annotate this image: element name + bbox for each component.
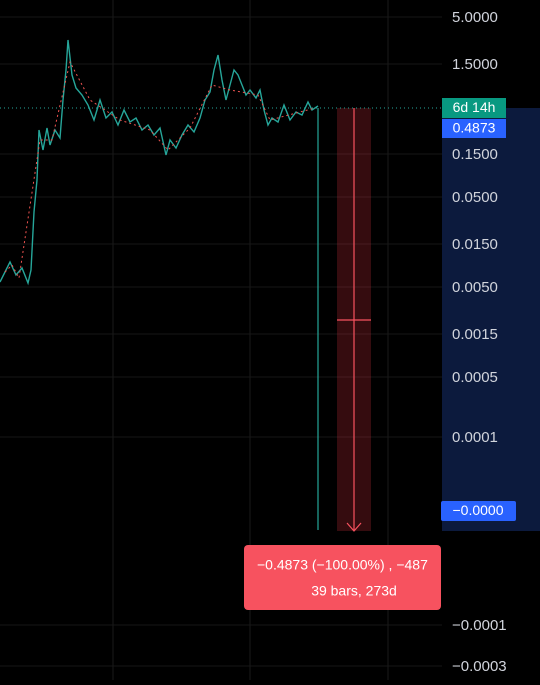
measure-arrow-head <box>346 522 362 532</box>
price-label: 0.0150 <box>452 236 498 253</box>
price-label: 0.0001 <box>452 429 498 446</box>
price-label: 0.0500 <box>452 189 498 206</box>
price-range-highlight <box>442 108 540 531</box>
tooltip-change: −0.4873 (−100.00%) , −487 <box>257 557 428 573</box>
price-label: 0.0005 <box>452 369 498 386</box>
price-label: 1.5000 <box>452 56 498 73</box>
price-label: 0.0050 <box>452 279 498 296</box>
price-label: −0.0001 <box>452 617 507 634</box>
tooltip-duration: 39 bars, 273d <box>311 583 397 599</box>
cursor-price-badge <box>441 501 516 521</box>
last-price-badge <box>442 119 506 138</box>
cursor-price-text: −0.0000 <box>453 502 504 518</box>
price-label: 0.0015 <box>452 326 498 343</box>
countdown-badge <box>442 98 506 118</box>
price-label: 0.1500 <box>452 146 498 163</box>
price-history <box>0 39 319 286</box>
grid <box>0 0 442 680</box>
last-price-text: 0.4873 <box>453 120 496 136</box>
tooltip-box <box>244 545 441 610</box>
measure-tooltip: −0.4873 (−100.00%) , −487 39 bars, 273d <box>244 545 441 610</box>
price-label: −0.0003 <box>452 658 507 675</box>
price-label: 5.0000 <box>452 9 498 26</box>
countdown-text: 6d 14h <box>453 99 496 115</box>
price-history-down <box>4 60 316 280</box>
price-axis: 5.0000 1.5000 0.1500 0.0500 0.0150 0.0050 0.00… <box>452 9 507 675</box>
